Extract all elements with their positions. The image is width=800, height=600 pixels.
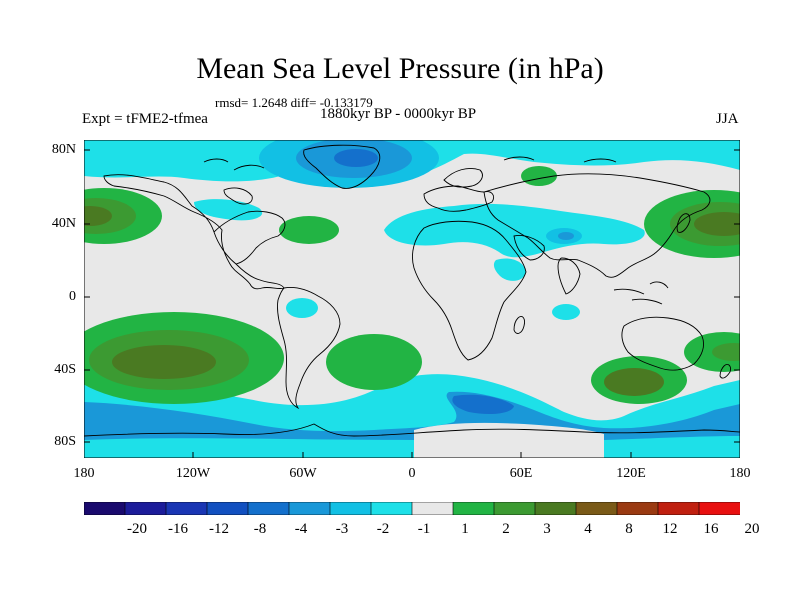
lon-label-120e: 120E (616, 466, 646, 481)
coast-north-america-east (213, 210, 286, 265)
lon-label-120w: 120W (175, 466, 211, 481)
colorbar-label: 2 (502, 521, 510, 537)
s-pacific-high-core (112, 345, 216, 379)
coast-india (557, 257, 581, 295)
colorbar-label: 4 (584, 521, 592, 537)
coast-new-zealand (719, 363, 731, 379)
lat-label-eq: 0 (69, 289, 76, 304)
coast-madagascar (513, 315, 525, 334)
colorbar-swatch (493, 502, 536, 515)
colorbar-swatch (411, 502, 454, 515)
axis-ticks (84, 149, 740, 458)
coastlines (84, 144, 740, 437)
lat-label-40n: 40N (51, 216, 76, 231)
antarctic-pale (414, 422, 604, 458)
colorbar-label: -8 (253, 521, 267, 537)
colorbar-swatch (657, 502, 700, 515)
colorbar-label: -2 (376, 521, 390, 537)
pressure-map (84, 140, 740, 458)
coast-greenland (303, 144, 381, 189)
coast-europe (423, 185, 495, 212)
coast-south-america (277, 287, 341, 410)
coast-asia (483, 173, 711, 278)
coast-indonesia (613, 281, 669, 305)
colorbar-swatch (84, 502, 126, 515)
colorbar-label: 20 (744, 521, 760, 537)
colorbar-swatch (534, 502, 577, 515)
lat-label-80n: 80N (51, 142, 76, 157)
asia-low-core (558, 232, 574, 240)
antarctic-cyan (84, 438, 414, 458)
n-atlantic-high (279, 216, 339, 244)
coast-arabia (513, 235, 545, 261)
east-africa-low (493, 258, 526, 281)
colorbar-label: -3 (335, 521, 349, 537)
coast-africa (412, 220, 527, 361)
colorbar-label: -12 (209, 521, 229, 537)
lon-label-180e: 180 (729, 466, 751, 481)
colorbar-swatch (329, 502, 372, 515)
asia-low (384, 203, 645, 258)
coast-north-america (103, 174, 285, 290)
experiment-label: Expt = tFME2-tfmea (82, 111, 208, 127)
lon-label-60w: 60W (289, 466, 317, 481)
period-label: 1880kyr BP - 0000kyr BP (320, 106, 477, 122)
colorbar-swatch (370, 502, 413, 515)
colorbar-label: -1 (417, 521, 431, 537)
season-label: JJA (716, 111, 739, 127)
colorbar-label: 1 (461, 521, 469, 537)
lat-label-80s: 80S (54, 434, 76, 449)
coast-scandinavia (443, 168, 483, 188)
colorbar-label: 8 (625, 521, 633, 537)
colorbar-label: -20 (127, 521, 147, 537)
lon-label-60e: 60E (509, 466, 533, 481)
colorbar-swatch (616, 502, 659, 515)
lat-label-40s: 40S (54, 362, 76, 377)
antarctic-cyan-east (604, 436, 740, 458)
greenland-low-core (334, 149, 378, 167)
colorbar-swatch (247, 502, 290, 515)
stats-text: rmsd= 1.2648 diff= -0.133179 (215, 95, 373, 110)
coast-hudson (223, 187, 253, 205)
colorbar-swatch (288, 502, 331, 515)
colorbar-label: -4 (294, 521, 308, 537)
n-pacific-high-east-core (694, 212, 740, 236)
colorbar-label: 3 (543, 521, 551, 537)
south-atlantic-low-core (452, 394, 514, 414)
colorbar-swatch (698, 502, 740, 515)
n-pacific-high-west-core (84, 206, 112, 226)
coast-arctic-islands (203, 156, 617, 171)
siberia-positive (521, 166, 557, 186)
coast-australia (621, 316, 705, 371)
colorbar-label: 16 (703, 521, 719, 537)
coast-japan (676, 213, 691, 233)
s-pacific-east-high-core (712, 343, 740, 361)
indian-ocean-low (552, 304, 580, 320)
colorbar-label: 12 (662, 521, 678, 537)
colorbar (84, 502, 740, 515)
s-atlantic-high (326, 334, 422, 390)
chart-title: Mean Sea Level Pressure (in hPa) (196, 52, 604, 85)
colorbar-label: -16 (168, 521, 188, 537)
tropical-atlantic-low (286, 298, 318, 318)
coast-antarctica (84, 423, 740, 437)
colorbar-swatch (206, 502, 249, 515)
colorbar-swatch (124, 502, 167, 515)
indian-ocean-high-core (604, 368, 664, 396)
colorbar-swatch (452, 502, 495, 515)
colorbar-swatch (575, 502, 618, 515)
lon-label-180w: 180 (73, 466, 95, 481)
colorbar-swatch (165, 502, 208, 515)
lon-label-0: 0 (408, 466, 416, 481)
